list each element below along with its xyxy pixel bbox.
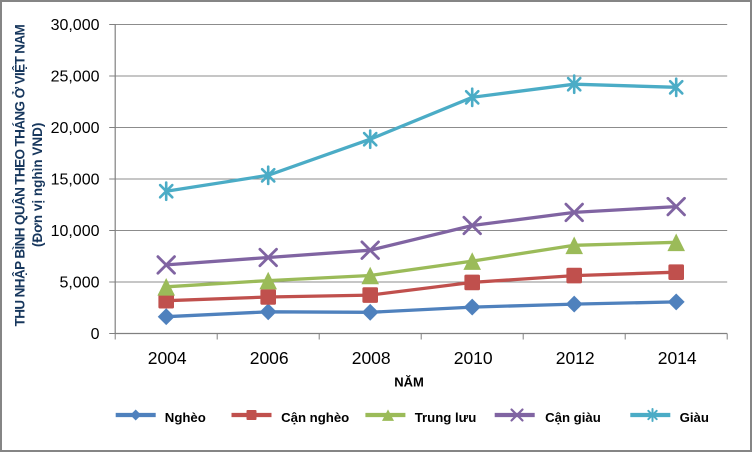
- svg-text:Trung lưu: Trung lưu: [415, 410, 477, 425]
- svg-text:15,000: 15,000: [51, 172, 100, 189]
- svg-text:THU NHẬP BÌNH QUÂN THEO THÁNG: THU NHẬP BÌNH QUÂN THEO THÁNG Ở VIỆT NAM: [13, 24, 28, 326]
- svg-text:(Đơn vị nghìn VND): (Đơn vị nghìn VND): [30, 123, 45, 247]
- svg-text:10,000: 10,000: [51, 223, 100, 240]
- svg-text:Giàu: Giàu: [680, 410, 709, 425]
- svg-text:2006: 2006: [250, 348, 289, 368]
- svg-text:2012: 2012: [556, 348, 595, 368]
- svg-text:Cận giàu: Cận giàu: [545, 410, 601, 425]
- svg-text:2008: 2008: [352, 348, 391, 368]
- svg-text:Cận nghèo: Cận nghèo: [281, 410, 349, 425]
- svg-text:2010: 2010: [454, 348, 493, 368]
- svg-text:NĂM: NĂM: [394, 375, 424, 390]
- svg-text:Nghèo: Nghèo: [165, 410, 206, 425]
- svg-text:2014: 2014: [658, 348, 697, 368]
- svg-text:2004: 2004: [148, 348, 187, 368]
- svg-text:0: 0: [91, 326, 100, 343]
- svg-text:25,000: 25,000: [51, 69, 100, 86]
- svg-text:20,000: 20,000: [51, 120, 100, 137]
- svg-text:5,000: 5,000: [59, 275, 99, 292]
- svg-text:30,000: 30,000: [51, 17, 100, 34]
